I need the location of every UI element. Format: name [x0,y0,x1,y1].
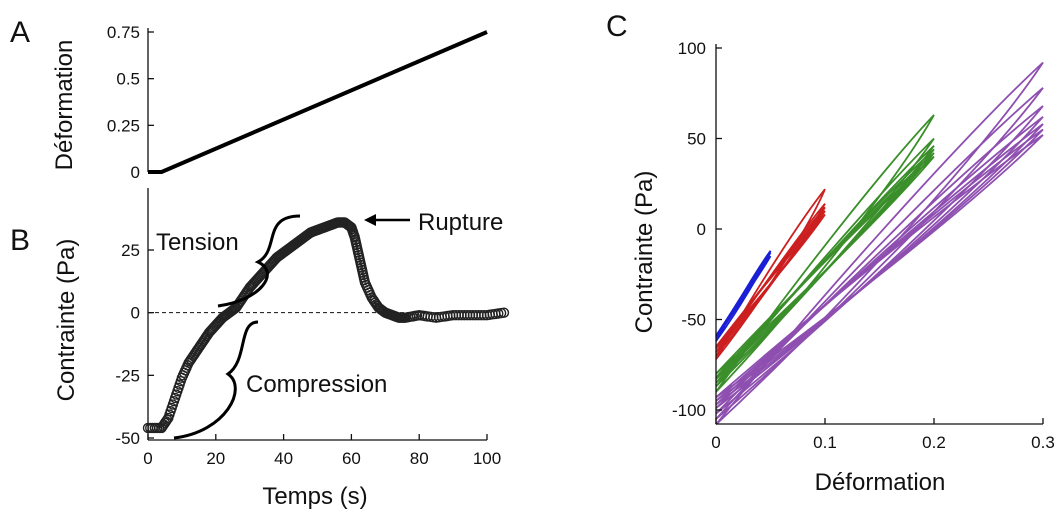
panel-c-x-tick-label: 0 [711,433,720,452]
panel-b-y-tick-label: 25 [121,241,140,260]
panel-c-hysteresis-loop [715,61,1044,426]
panel-b-x-tick-label: 20 [206,449,225,468]
panel-b-annotations: Tension Compression Rupture [156,209,503,440]
panel-b-y-axis-label: Contrainte (Pa) [53,239,80,402]
panel-c: C Contrainte (Pa) Déformation -100 -50 0 50… [606,10,1055,496]
panel-c-y-tick-label: -50 [681,311,706,330]
panel-c-hysteresis-loop [715,255,772,337]
panel-b-x-tick-label: 40 [274,449,293,468]
compression-brace [173,320,259,440]
panel-b: B Contrainte (Pa) Temps (s) -50 -25 0 25 0 20… [10,188,510,510]
panel-b-x-tick-label: 60 [342,449,361,468]
panel-a-y-ticks: 0 0.25 0.5 0.75 [107,23,154,182]
panel-b-x-tick-label: 0 [143,449,152,468]
panel-b-x-tick-label: 100 [473,449,501,468]
panel-c-y-tick-label: -100 [672,401,706,420]
tension-annotation: Tension [156,229,239,256]
panel-c-ticks: -100 -50 0 50 100 0 0.1 0.2 0.3 [672,39,1055,452]
panel-c-hysteresis-loop [715,134,1044,399]
panel-c-y-tick-label: 0 [697,220,706,239]
panel-c-x-tick-label: 0.1 [813,433,837,452]
panel-c-axes [715,44,1043,425]
panel-b-series [142,217,510,434]
panel-c-x-tick-label: 0.3 [1031,433,1055,452]
panel-c-y-tick-label: 100 [678,39,706,58]
panel-b-data-point [498,307,510,318]
panel-c-series [715,61,1044,426]
panel-b-ticks: -50 -25 0 25 0 20 40 60 80 100 [115,241,501,468]
panel-a-y-axis-label: Déformation [51,40,78,171]
panel-c-y-tick-label: 50 [687,130,706,149]
panel-b-y-tick-label: -25 [115,366,140,385]
tension-brace [217,214,301,308]
panel-c-x-tick-label: 0.2 [922,433,946,452]
panel-c-y-axis-label: Contrainte (Pa) [631,171,658,334]
panel-b-x-axis-label: Temps (s) [262,483,367,510]
panel-b-label: B [10,224,30,257]
rupture-annotation: Rupture [418,209,503,236]
panel-c-hysteresis-loop [715,155,935,375]
panel-b-x-tick-label: 80 [410,449,429,468]
panel-b-y-tick-label: -50 [115,429,140,448]
panel-a-label: A [10,16,30,49]
panel-c-hysteresis-loop [715,213,826,348]
panel-a-y-tick-label: 0.75 [107,23,140,42]
panel-a: A Déformation 0 0.25 0.5 0.75 [10,16,488,182]
panel-a-series [148,30,488,174]
compression-annotation: Compression [246,371,387,398]
rupture-arrowhead [364,214,376,226]
panel-a-y-tick-label: 0 [131,163,140,182]
panel-c-x-axis-label: Déformation [815,469,946,496]
panel-a-y-tick-label: 0.25 [107,116,140,135]
panel-a-deformation-line [148,30,488,174]
panel-a-y-tick-label: 0.5 [116,70,140,89]
panel-c-label: C [606,10,628,43]
panel-b-y-tick-label: 0 [131,304,140,323]
